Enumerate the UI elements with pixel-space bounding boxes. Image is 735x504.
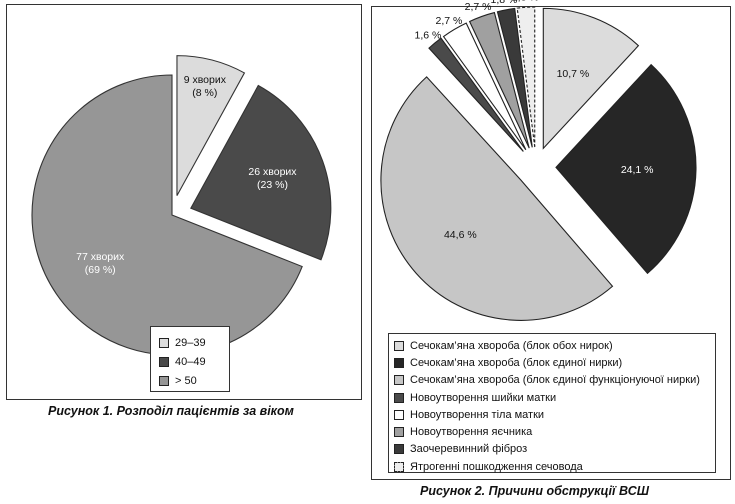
legend-item: Новоутворення тіла матки bbox=[394, 406, 715, 423]
pie-slice bbox=[555, 63, 697, 275]
legend-label: Сечокам’яна хвороба (блок єдиної нирки) bbox=[410, 356, 623, 369]
legend-swatch bbox=[394, 461, 404, 472]
pie-slice bbox=[190, 84, 332, 261]
slice-label: 24,1 % bbox=[621, 164, 654, 176]
legend-label: Заочеревинний фіброз bbox=[410, 443, 528, 456]
pie-slice bbox=[442, 22, 527, 151]
slice-label: 26 хворих bbox=[248, 166, 297, 178]
slice-label: 2,7 % bbox=[436, 15, 463, 27]
legend-swatch bbox=[394, 375, 404, 386]
chart-title-age: Рисунок 1. Розподіл пацієнтів за віком bbox=[48, 404, 294, 418]
slice-label: (69 %) bbox=[85, 264, 116, 276]
legend-swatch bbox=[394, 444, 404, 455]
pie-slice bbox=[380, 76, 614, 321]
legend-label: Новоутворення тіла матки bbox=[410, 408, 545, 421]
legend-item: 40–49 bbox=[159, 352, 229, 371]
legend-swatch bbox=[394, 340, 404, 351]
legend-label: Новоутворення яєчника bbox=[410, 426, 533, 439]
legend-swatch bbox=[159, 356, 169, 367]
legend-label: Ятрогенні пошкодження сечовода bbox=[410, 460, 583, 473]
legend-item: > 50 bbox=[159, 371, 229, 390]
legend-item: Сечокам’яна хвороба (блок обох нирок) bbox=[394, 337, 715, 354]
pie-slice bbox=[542, 7, 640, 150]
legend-item: Сечокам’яна хвороба (блок єдиної функціо… bbox=[394, 372, 715, 389]
pie-slice bbox=[428, 37, 524, 152]
legend-label: Сечокам’яна хвороба (блок єдиної функціо… bbox=[410, 374, 700, 387]
pie-slice bbox=[176, 55, 246, 196]
legend-label: > 50 bbox=[175, 374, 197, 387]
legend-swatch bbox=[159, 375, 169, 386]
pie-slice bbox=[496, 7, 533, 148]
slice-label: 1,8 % bbox=[491, 0, 518, 6]
slice-label: (8 %) bbox=[192, 87, 217, 99]
pie-slice bbox=[468, 11, 530, 149]
chart-title-causes: Рисунок 2. Причини обструкції ВСШ bbox=[420, 484, 649, 498]
legend-swatch bbox=[394, 392, 404, 403]
legend-item: Новоутворення яєчника bbox=[394, 423, 715, 440]
legend-label: Новоутворення шийки матки bbox=[410, 391, 557, 404]
legend-label: 40–49 bbox=[175, 355, 206, 368]
legend-item: 29–39 bbox=[159, 333, 229, 352]
slice-label: (23 %) bbox=[257, 179, 288, 191]
legend-age: 29–39 40–49 > 50 bbox=[150, 326, 230, 392]
pie-slice bbox=[516, 6, 536, 148]
legend-item: Сечокам’яна хвороба (блок єдиної нирки) bbox=[394, 354, 715, 371]
slice-label: 2,7 % bbox=[465, 1, 492, 13]
legend-swatch bbox=[159, 337, 169, 348]
legend-label: Сечокам’яна хвороба (блок обох нирок) bbox=[410, 339, 613, 352]
legend-item: Новоутворення шийки матки bbox=[394, 389, 715, 406]
legend-causes: Сечокам’яна хвороба (блок обох нирок) Сеч… bbox=[388, 333, 716, 473]
slice-label: 44,6 % bbox=[444, 229, 477, 241]
slice-label: 1,8 % bbox=[512, 0, 539, 3]
legend-item: Ятрогенні пошкодження сечовода bbox=[394, 458, 715, 475]
slice-label: 9 хворих bbox=[184, 74, 227, 86]
legend-swatch bbox=[394, 409, 404, 420]
legend-item: Заочеревинний фіброз bbox=[394, 441, 715, 458]
slice-label: 1,6 % bbox=[414, 29, 441, 41]
slice-label: 10,7 % bbox=[557, 68, 590, 80]
slice-label: 77 хворих bbox=[76, 251, 125, 263]
legend-label: 29–39 bbox=[175, 336, 206, 349]
pie-slice bbox=[31, 74, 303, 356]
legend-swatch bbox=[394, 427, 404, 438]
legend-swatch bbox=[394, 357, 404, 368]
